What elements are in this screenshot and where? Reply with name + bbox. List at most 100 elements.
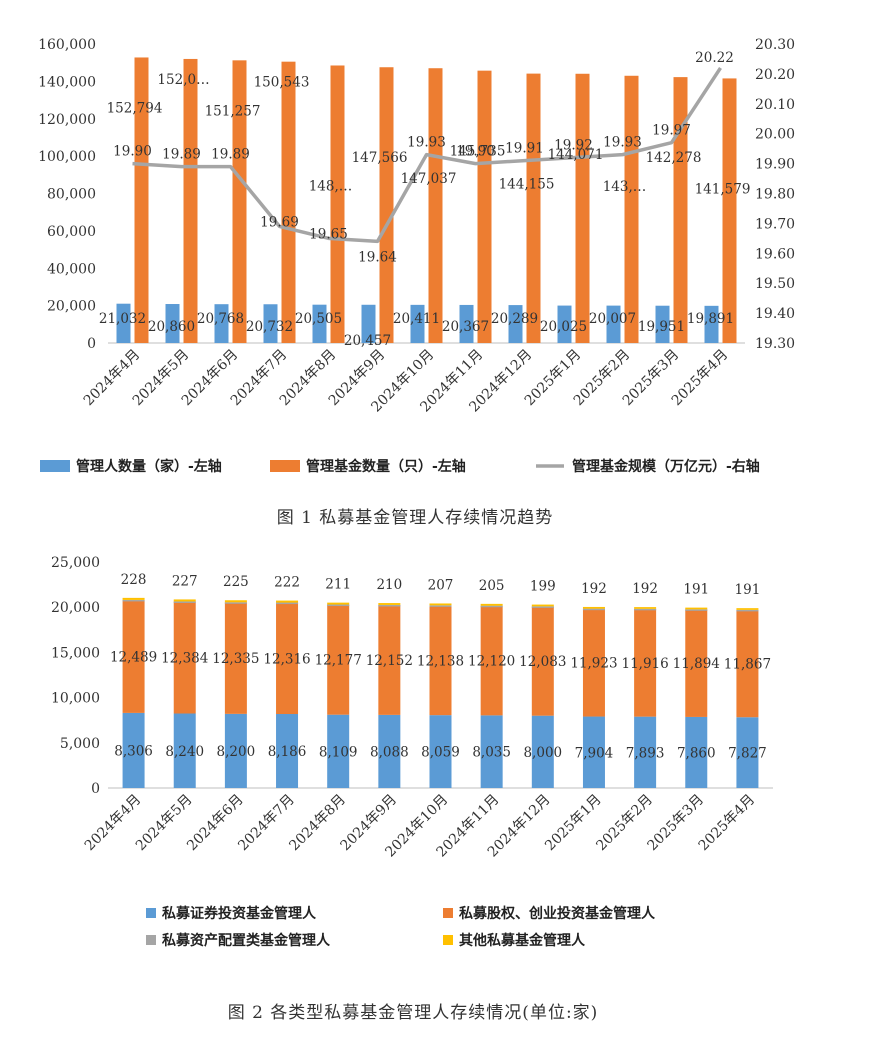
managers-data-label: 20,768 [197,311,244,327]
bar-other [327,602,350,605]
y-left-tick-label: 40,000 [47,261,96,277]
other-data-label: 192 [581,581,607,597]
other-data-label: 210 [376,577,402,593]
bar-other [429,603,452,606]
bar-funds [330,65,345,343]
legend-label: 其他私募基金管理人 [459,932,586,949]
bar-securities [685,716,708,788]
bar-equity-vc [531,606,554,716]
other-data-label: 192 [632,581,658,597]
y-tick-label: 25,000 [51,555,100,571]
bar-equity-vc [736,609,759,718]
funds-data-label: 142,278 [646,150,702,166]
figure-1-caption: 图 1 私募基金管理人存续情况趋势 [277,508,554,528]
bar-other [531,604,554,607]
y-right-tick-label: 19.50 [755,276,795,292]
bar-equity-vc [276,602,299,714]
bar-asset-allocation [429,605,452,607]
y-tick-label: 5,000 [60,736,100,752]
managers-data-label: 21,032 [99,311,146,327]
bar-managers [165,304,180,343]
securities-data-label: 8,059 [421,745,460,761]
bar-securities [122,712,145,788]
bar-managers [312,304,327,343]
aum-data-label: 19.92 [554,138,593,154]
securities-data-label: 8,186 [268,744,307,760]
funds-data-label: 144,071 [548,147,604,163]
bar-managers [606,305,621,343]
aum-data-label: 19.89 [162,147,201,163]
bar-funds [183,58,198,343]
equity-vc-data-label: 11,894 [673,656,720,672]
bar-equity-vc [582,608,605,717]
y-right-tick-label: 20.30 [755,37,795,53]
bar-managers [361,304,376,343]
bar-securities [276,713,299,788]
securities-data-label: 7,827 [728,746,767,762]
equity-vc-data-label: 12,083 [519,654,566,670]
y-left-tick-label: 0 [87,336,96,352]
bar-funds [232,60,247,344]
bar-managers [508,305,523,343]
bar-securities [480,715,503,788]
y-right-tick-label: 19.90 [755,157,795,173]
equity-vc-data-label: 12,152 [366,653,413,669]
funds-data-label: 150,543 [254,75,310,91]
managers-data-label: 20,007 [589,311,636,327]
y-right-tick-label: 20.00 [755,127,795,143]
bar-managers [116,303,131,343]
aum-data-label: 19.93 [407,135,446,151]
chart-2: 25,000 20,000 15,000 10,000 5,000 0 8,306 12,48… [51,555,773,1023]
bar-managers [214,304,229,343]
bar-asset-allocation [685,609,708,611]
legend-swatch-managers [40,460,70,472]
y-left-tick-label: 100,000 [38,149,96,165]
y-right-tick-label: 20.10 [755,97,795,113]
aum-data-label: 19.97 [652,123,691,139]
bar-asset-allocation [736,609,759,612]
securities-data-label: 7,893 [626,745,665,761]
bar-securities [582,716,605,788]
other-data-label: 191 [683,582,709,598]
y-right-tick-label: 19.70 [755,216,795,232]
equity-vc-data-label: 11,916 [621,656,668,672]
figure-2-caption: 图 2 各类型私募基金管理人存续情况(单位:家) [228,1003,599,1023]
equity-vc-data-label: 12,335 [212,651,259,667]
bar-funds [575,73,590,343]
bar-other [685,607,708,610]
other-data-label: 191 [735,582,761,598]
managers-data-label: 19,891 [687,311,734,327]
bar-equity-vc [685,609,708,717]
funds-data-label: 148,… [309,178,353,194]
legend-label: 私募证券投资基金管理人 [162,905,317,922]
aum-data-label: 20.22 [695,50,734,66]
bar-funds [526,73,541,343]
equity-vc-data-label: 12,316 [263,651,310,667]
bar-other [582,606,605,609]
other-data-label: 228 [121,572,147,588]
bar-funds [428,68,443,343]
bar-securities [634,716,657,788]
bar-funds [624,75,639,344]
securities-data-label: 8,035 [472,745,511,761]
funds-data-label: 144,155 [499,177,555,193]
bar-asset-allocation [480,605,503,608]
aum-data-label: 19.65 [309,226,348,242]
securities-data-label: 8,000 [523,745,562,761]
bar-securities [224,713,247,788]
aum-data-label: 19.90 [113,144,152,160]
managers-data-label: 20,411 [393,311,440,327]
securities-data-label: 8,240 [165,744,204,760]
bar-other [480,603,503,606]
equity-vc-data-label: 12,384 [161,651,208,667]
funds-data-label: 145,735 [450,144,506,160]
y-right-tick-label: 19.30 [755,336,795,352]
bar-funds [477,70,492,344]
other-data-label: 227 [172,573,198,589]
y-left-tick-label: 120,000 [38,112,96,128]
funds-data-label: 147,566 [352,150,408,166]
bar-other [276,600,299,603]
legend-swatch-1 [443,908,453,918]
y-tick-label: 20,000 [51,600,100,616]
